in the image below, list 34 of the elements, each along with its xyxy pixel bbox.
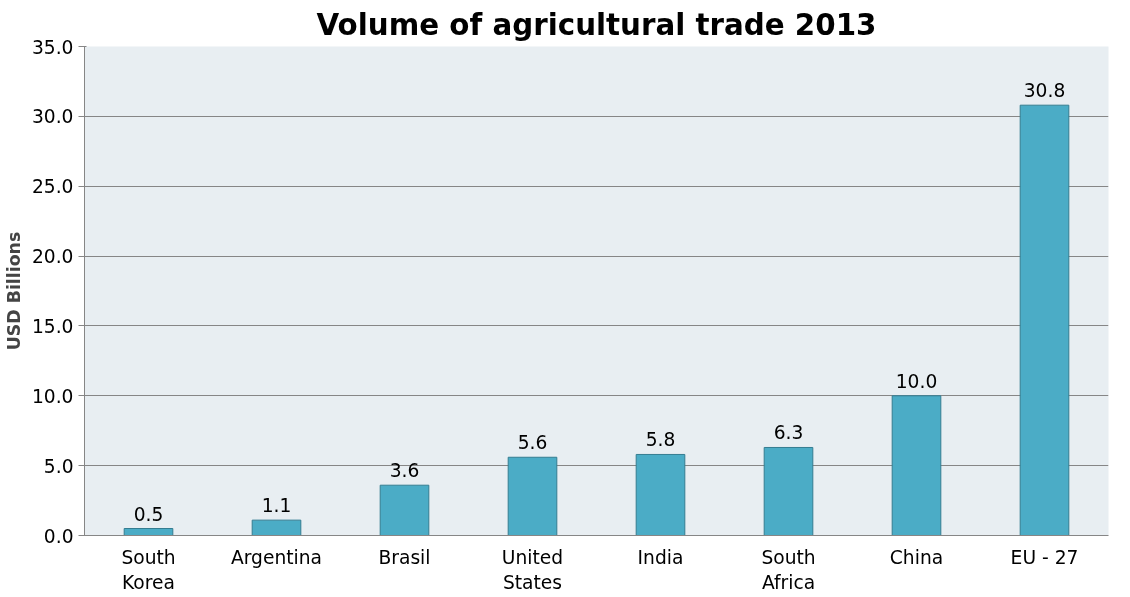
y-tick-label: 30.0 — [31, 106, 74, 128]
data-label: 30.8 — [1023, 80, 1066, 102]
bar — [379, 484, 430, 536]
data-label: 1.1 — [261, 495, 292, 517]
x-tick-label: Brasil — [378, 546, 431, 568]
data-label: 0.5 — [133, 503, 164, 525]
x-tick-label: EU - 27 — [1010, 546, 1079, 568]
data-label: 6.3 — [773, 422, 804, 444]
x-tick-label: South Korea — [121, 546, 176, 593]
bar — [1019, 104, 1070, 536]
bar — [123, 528, 174, 536]
x-tick-label: China — [889, 546, 944, 568]
data-label: 10.0 — [895, 370, 938, 392]
bar — [507, 456, 558, 536]
bar — [251, 519, 302, 536]
bar — [635, 453, 686, 536]
y-tick-label: 20.0 — [31, 246, 74, 268]
y-tick-label: 5.0 — [43, 455, 74, 477]
x-tick-label: India — [637, 546, 684, 568]
y-tick-label: 10.0 — [31, 385, 74, 407]
bar — [891, 395, 942, 536]
x-tick-label: South Africa — [761, 546, 816, 593]
y-tick-label: 0.0 — [43, 525, 74, 547]
data-label: 3.6 — [389, 460, 420, 482]
y-axis-title: USD Billions — [3, 231, 24, 351]
x-tick-label: United States — [501, 546, 564, 593]
data-label: 5.8 — [645, 429, 676, 451]
y-tick-label: 35.0 — [31, 36, 74, 58]
bar — [763, 446, 814, 536]
chart-title: Volume of agricultural trade 2013 — [316, 7, 877, 42]
x-tick-label: Argentina — [231, 546, 323, 568]
data-label: 5.6 — [517, 432, 548, 454]
y-tick-label: 15.0 — [31, 315, 74, 337]
y-tick-label: 25.0 — [31, 176, 74, 198]
